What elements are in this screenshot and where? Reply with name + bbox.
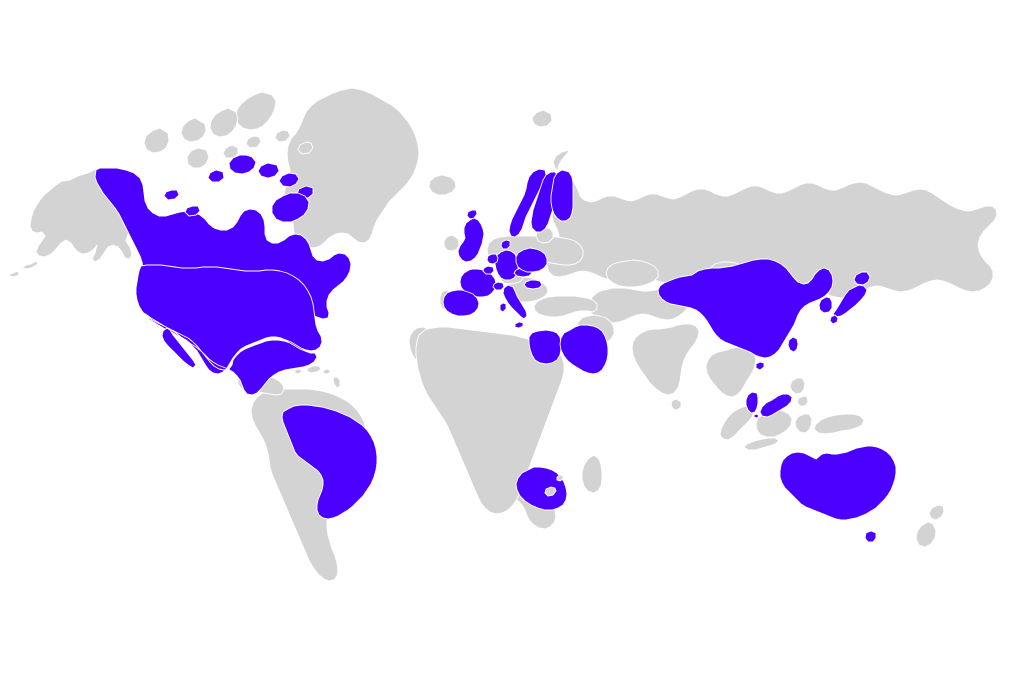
island-baffin-north (210, 108, 238, 137)
country-italy-highlight (503, 285, 527, 319)
country-united-kingdom-highlight (458, 218, 484, 262)
country-denmark-highlight (501, 240, 510, 249)
country-saudi-arabia-highlight (560, 325, 608, 374)
country-poland-highlight (516, 248, 547, 272)
country-canada-arctic-2 (258, 163, 279, 178)
country-ireland (444, 235, 459, 251)
island-arctic-mid (181, 118, 206, 142)
country-finland-highlight (551, 170, 573, 221)
island-victoria-north (187, 148, 209, 168)
highlighted-countries-layer (95, 155, 896, 542)
island-banks (144, 128, 169, 153)
country-greenland (284, 88, 419, 248)
island-new-guinea (814, 414, 864, 434)
country-spain-highlight (443, 290, 479, 316)
country-sri-lanka (671, 399, 681, 410)
country-japan-honshu (833, 285, 867, 317)
country-malaysia-borneo (760, 394, 792, 417)
island-arctic-small-2 (246, 136, 261, 148)
country-canada-baffin (272, 193, 309, 222)
island-aleutians-2 (8, 271, 19, 277)
country-india (632, 324, 699, 395)
country-canada-arctic-6 (164, 190, 179, 200)
island-arctic-small-4 (298, 142, 313, 154)
country-china-highlight (658, 259, 833, 358)
country-singapore-highlight (754, 414, 759, 418)
country-hungary-highlight (524, 280, 542, 289)
country-australia-tasmania (865, 531, 876, 542)
country-kazakhstan (606, 260, 658, 287)
country-australia-highlight (780, 446, 896, 520)
country-canada-arctic-3 (279, 173, 299, 187)
country-philippines (790, 378, 805, 394)
island-jamaica (295, 369, 302, 374)
region-turkey-caucasus (534, 296, 597, 317)
island-svalbard (532, 110, 552, 127)
island-lesser-antilles (333, 376, 340, 388)
country-belgium-highlight (483, 266, 494, 274)
island-arctic-small-3 (275, 130, 290, 142)
country-italy-sicily (515, 322, 523, 328)
country-canada-arctic-5 (208, 170, 224, 182)
country-eswatini-hole (557, 475, 563, 481)
country-lesotho-hole (545, 487, 556, 496)
country-philippines-2 (797, 396, 808, 406)
country-new-zealand-south (916, 522, 936, 547)
island-sulawesi (795, 414, 812, 433)
island-ellesmere (236, 92, 276, 130)
country-mexico-baja (162, 328, 196, 368)
country-taiwan-highlight (788, 337, 798, 352)
base-countries-layer (8, 88, 997, 581)
country-italy-sardinia (500, 303, 506, 312)
country-madagascar (582, 455, 602, 493)
country-mexico-highlight (142, 312, 317, 395)
country-switzerland-highlight (493, 282, 504, 290)
country-south-africa-highlight (516, 467, 567, 510)
country-iceland (429, 175, 456, 195)
island-aleutians (22, 261, 38, 269)
country-uk-scotland-north (467, 210, 477, 219)
country-china-hainan (756, 362, 764, 370)
island-arctic-small-1 (223, 145, 238, 158)
country-japan-kyushu (830, 315, 838, 324)
country-netherlands-highlight (487, 254, 498, 264)
island-puerto-rico (323, 369, 331, 374)
island-java (744, 438, 779, 450)
country-japan-hokkaido (854, 272, 870, 285)
country-brazil-highlight (282, 405, 377, 519)
country-malaysia-peninsular (746, 392, 758, 413)
country-canada-arctic-1 (229, 155, 256, 174)
country-south-korea-highlight (819, 297, 832, 313)
country-egypt-highlight (529, 330, 561, 364)
country-new-zealand (929, 505, 944, 520)
island-hispaniola (307, 366, 321, 373)
country-canada-arctic-7 (185, 206, 200, 216)
